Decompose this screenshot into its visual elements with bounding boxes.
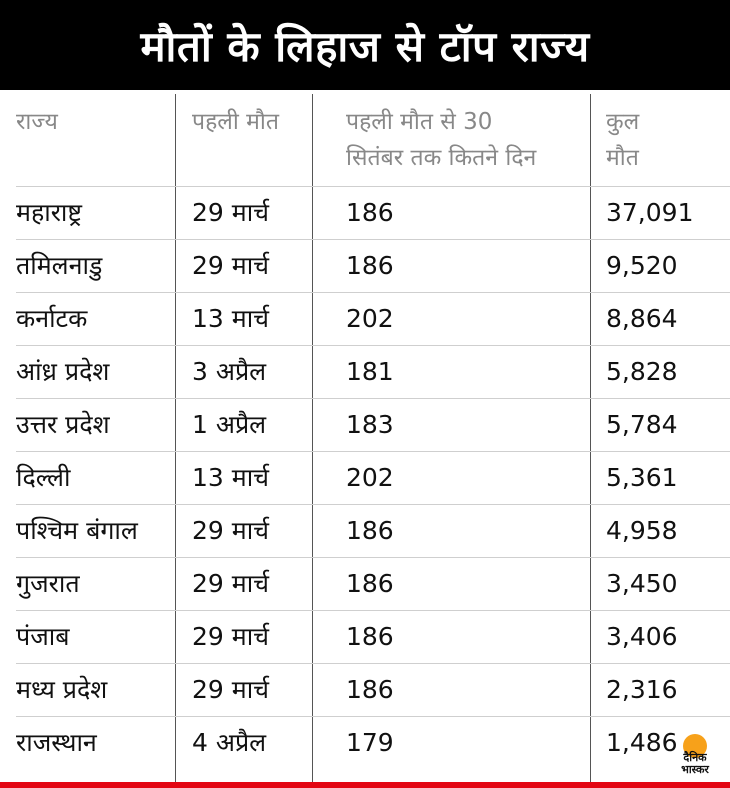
column-divider — [175, 94, 176, 782]
table-row: पंजाब 29 मार्च 186 3,406 — [16, 611, 730, 664]
cell-state: महाराष्ट्र — [16, 198, 83, 227]
cell-total: 9,520 — [606, 251, 678, 280]
cell-days: 202 — [346, 463, 394, 492]
header-total-line2: मौत — [606, 145, 639, 171]
logo-text-line1: दैनिक — [683, 751, 707, 764]
cell-days: 186 — [346, 251, 394, 280]
table-row: राजस्थान 4 अप्रैल 179 1,486 — [16, 717, 730, 769]
cell-state: तमिलनाडु — [16, 251, 103, 280]
cell-days: 186 — [346, 622, 394, 651]
cell-total: 8,864 — [606, 304, 678, 333]
cell-first-death: 29 मार्च — [192, 675, 270, 704]
cell-first-death: 13 मार्च — [192, 463, 270, 492]
cell-days: 183 — [346, 410, 394, 439]
table-row: गुजरात 29 मार्च 186 3,450 — [16, 558, 730, 611]
dainik-bhaskar-logo: दैनिक भास्कर — [670, 734, 720, 780]
cell-total: 2,316 — [606, 675, 678, 704]
cell-first-death: 13 मार्च — [192, 304, 270, 333]
cell-days: 186 — [346, 198, 394, 227]
cell-days: 186 — [346, 569, 394, 598]
header-row: राज्य पहली मौत पहली मौत से 30 सितंबर तक … — [16, 90, 730, 187]
table-row: उत्तर प्रदेश 1 अप्रैल 183 5,784 — [16, 399, 730, 452]
cell-state: मध्य प्रदेश — [16, 675, 108, 704]
table-row: पश्चिम बंगाल 29 मार्च 186 4,958 — [16, 505, 730, 558]
cell-days: 186 — [346, 675, 394, 704]
cell-days: 181 — [346, 357, 394, 386]
cell-state: पंजाब — [16, 622, 70, 651]
cell-state: उत्तर प्रदेश — [16, 410, 110, 439]
deaths-table: राज्य पहली मौत पहली मौत से 30 सितंबर तक … — [0, 90, 730, 782]
logo-text-line2: भास्कर — [681, 763, 709, 776]
cell-state: दिल्ली — [16, 463, 71, 492]
sun-icon — [683, 734, 707, 758]
cell-first-death: 29 मार्च — [192, 251, 270, 280]
cell-total: 5,361 — [606, 463, 678, 492]
header-first-death: पहली मौत — [192, 109, 279, 135]
header-state: राज्य — [16, 109, 58, 135]
cell-first-death: 29 मार्च — [192, 516, 270, 545]
cell-state: गुजरात — [16, 569, 80, 598]
cell-first-death: 4 अप्रैल — [192, 728, 267, 757]
column-divider — [312, 94, 313, 782]
cell-first-death: 29 मार्च — [192, 569, 270, 598]
table-row: महाराष्ट्र 29 मार्च 186 37,091 — [16, 187, 730, 240]
cell-first-death: 1 अप्रैल — [192, 410, 267, 439]
page-title: मौतों के लिहाज से टॉप राज्य — [0, 0, 730, 90]
column-divider — [590, 94, 591, 782]
cell-total: 3,450 — [606, 569, 678, 598]
cell-first-death: 3 अप्रैल — [192, 357, 267, 386]
cell-total: 37,091 — [606, 198, 694, 227]
cell-days: 202 — [346, 304, 394, 333]
table-row: मध्य प्रदेश 29 मार्च 186 2,316 — [16, 664, 730, 717]
table-row: आंध्र प्रदेश 3 अप्रैल 181 5,828 — [16, 346, 730, 399]
cell-total: 1,486 — [606, 728, 678, 757]
cell-total: 5,784 — [606, 410, 678, 439]
table-row: दिल्ली 13 मार्च 202 5,361 — [16, 452, 730, 505]
cell-days: 179 — [346, 728, 394, 757]
table-row: तमिलनाडु 29 मार्च 186 9,520 — [16, 240, 730, 293]
bottom-accent-bar — [0, 782, 730, 788]
cell-total: 5,828 — [606, 357, 678, 386]
cell-days: 186 — [346, 516, 394, 545]
cell-total: 3,406 — [606, 622, 678, 651]
cell-total: 4,958 — [606, 516, 678, 545]
cell-state: कर्नाटक — [16, 304, 88, 333]
cell-state: आंध्र प्रदेश — [16, 357, 110, 386]
cell-first-death: 29 मार्च — [192, 622, 270, 651]
cell-state: राजस्थान — [16, 728, 97, 757]
table-row: कर्नाटक 13 मार्च 202 8,864 — [16, 293, 730, 346]
header-days-line2: सितंबर तक कितने दिन — [346, 145, 537, 171]
cell-state: पश्चिम बंगाल — [16, 516, 138, 545]
cell-first-death: 29 मार्च — [192, 198, 270, 227]
header-total-line1: कुल — [606, 109, 640, 135]
header-days-line1: पहली मौत से 30 — [346, 109, 493, 135]
